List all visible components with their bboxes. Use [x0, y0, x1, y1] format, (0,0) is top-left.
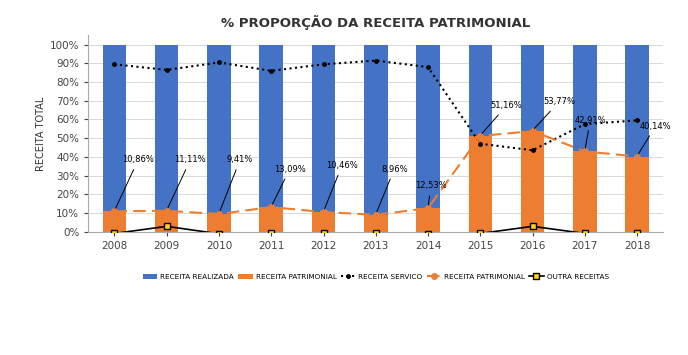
RECEITA SERVICO: [267, 69, 275, 73]
Text: 10,46%: 10,46%: [325, 161, 358, 209]
Bar: [103, 211, 126, 231]
Text: 53,77%: 53,77%: [535, 97, 575, 129]
Bar: [521, 131, 544, 231]
Bar: [625, 157, 649, 231]
OUTRA RECEITAS: [424, 232, 432, 236]
Bar: [521, 45, 544, 231]
OUTRA RECEITAS: [372, 231, 380, 236]
RECEITA SERVICO: [162, 68, 171, 72]
Bar: [469, 45, 492, 231]
Bar: [573, 151, 596, 231]
RECEITA PATRIMONIAL: [424, 206, 432, 210]
Text: 42,91%: 42,91%: [574, 116, 606, 148]
RECEITA PATRIMONIAL: [372, 213, 380, 217]
Text: 40,14%: 40,14%: [638, 122, 671, 154]
OUTRA RECEITAS: [528, 224, 537, 229]
Bar: [364, 45, 387, 231]
RECEITA PATRIMONIAL: [215, 212, 223, 216]
Bar: [259, 45, 283, 231]
Bar: [312, 45, 335, 231]
OUTRA RECEITAS: [476, 231, 484, 236]
OUTRA RECEITAS: [633, 231, 641, 236]
RECEITA PATRIMONIAL: [528, 129, 537, 133]
Bar: [416, 208, 440, 231]
Bar: [573, 45, 596, 231]
Line: RECEITA SERVICO: RECEITA SERVICO: [111, 57, 641, 154]
Bar: [207, 214, 230, 231]
RECEITA SERVICO: [215, 60, 223, 65]
RECEITA PATRIMONIAL: [162, 209, 171, 213]
Legend: RECEITA REALIZADA, RECEITA PATRIMONIAL, RECEITA SERVICO, RECEITA PATRIMONIAL, OU: RECEITA REALIZADA, RECEITA PATRIMONIAL, …: [140, 271, 612, 283]
Bar: [416, 45, 440, 231]
RECEITA SERVICO: [528, 148, 537, 152]
Text: 13,09%: 13,09%: [272, 165, 305, 204]
Text: 51,16%: 51,16%: [482, 101, 522, 133]
Bar: [469, 136, 492, 231]
RECEITA PATRIMONIAL: [633, 154, 641, 159]
RECEITA PATRIMONIAL: [267, 205, 275, 209]
Line: RECEITA PATRIMONIAL: RECEITA PATRIMONIAL: [111, 128, 640, 218]
Bar: [364, 215, 387, 231]
RECEITA SERVICO: [581, 122, 589, 126]
RECEITA SERVICO: [424, 65, 432, 69]
Text: 12,53%: 12,53%: [415, 181, 447, 205]
Text: 9,41%: 9,41%: [220, 155, 253, 211]
RECEITA SERVICO: [476, 142, 484, 146]
Text: 10,86%: 10,86%: [116, 155, 154, 208]
OUTRA RECEITAS: [581, 231, 589, 236]
Bar: [155, 45, 178, 231]
Bar: [312, 212, 335, 231]
RECEITA SERVICO: [319, 62, 327, 66]
RECEITA PATRIMONIAL: [319, 210, 327, 214]
RECEITA SERVICO: [372, 59, 380, 63]
Bar: [259, 207, 283, 231]
Text: 8,96%: 8,96%: [377, 165, 407, 212]
Bar: [103, 45, 126, 231]
RECEITA PATRIMONIAL: [110, 209, 118, 213]
OUTRA RECEITAS: [162, 224, 171, 229]
OUTRA RECEITAS: [267, 231, 275, 236]
OUTRA RECEITAS: [215, 232, 223, 236]
RECEITA SERVICO: [633, 118, 641, 122]
Bar: [207, 45, 230, 231]
RECEITA PATRIMONIAL: [476, 134, 484, 138]
RECEITA SERVICO: [110, 62, 118, 66]
RECEITA PATRIMONIAL: [581, 149, 589, 153]
OUTRA RECEITAS: [319, 231, 327, 236]
Line: OUTRA RECEITAS: OUTRA RECEITAS: [111, 224, 640, 237]
Title: % PROPORÇÃO DA RECEITA PATRIMONIAL: % PROPORÇÃO DA RECEITA PATRIMONIAL: [221, 15, 530, 30]
OUTRA RECEITAS: [110, 231, 118, 236]
Bar: [155, 211, 178, 231]
Y-axis label: RECEITA TOTAL: RECEITA TOTAL: [36, 96, 45, 171]
Bar: [625, 45, 649, 231]
Text: 11,11%: 11,11%: [168, 155, 206, 208]
